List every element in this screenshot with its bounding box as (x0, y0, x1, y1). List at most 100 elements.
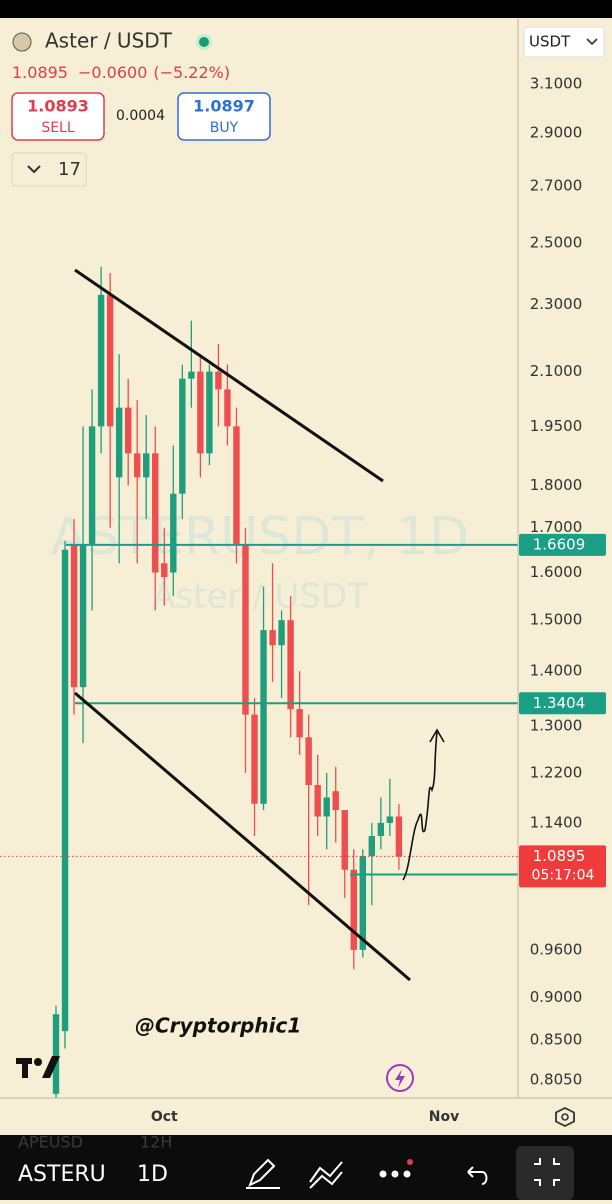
tv-logo (16, 1056, 60, 1078)
countdown: 05:17:04 (532, 867, 595, 883)
trend-line (74, 268, 384, 483)
status-strip (0, 0, 612, 18)
candle-body (161, 563, 168, 578)
candle-body (269, 630, 276, 646)
candle-body (124, 407, 132, 454)
candle-body (70, 545, 78, 688)
status-dot (199, 37, 209, 47)
lightning-icon (395, 1069, 405, 1088)
symbol[interactable]: Aster / USDT (45, 29, 173, 53)
spread: 0.0004 (116, 108, 165, 124)
buy-button[interactable] (177, 92, 271, 141)
y-tick-label: 1.3000 (530, 716, 583, 734)
indicator-count: 17 (58, 159, 81, 180)
y-tick-label: 2.7000 (530, 176, 583, 194)
y-tick-label: 1.4000 (530, 662, 583, 680)
candle-body (332, 791, 339, 811)
y-tick-label: 1.8000 (530, 476, 583, 494)
more-menu[interactable] (379, 1159, 414, 1178)
candle-body (350, 869, 357, 950)
watermark: ASTERUSDT, 1D (51, 507, 469, 567)
currency-select[interactable] (523, 26, 605, 58)
level-label: 1.3404 (533, 694, 586, 712)
candle-body (143, 453, 150, 478)
candle-body (296, 709, 303, 738)
candle-body (106, 294, 114, 427)
currency: USDT (529, 33, 571, 51)
plot (0, 266, 518, 1098)
x-tick-label: Nov (429, 1109, 459, 1125)
symbol-icon (12, 32, 32, 52)
indicator-toggle[interactable] (11, 152, 87, 187)
behind-interval: 12H (140, 1133, 172, 1152)
y-tick-label: 2.5000 (530, 233, 583, 251)
draw-tool[interactable] (246, 1158, 280, 1189)
toolbar (0, 1135, 612, 1200)
change-pct: (−5.22%) (153, 63, 230, 82)
candle-body (224, 389, 231, 427)
y-tick-label: 3.1000 (530, 74, 583, 92)
buy-label: BUY (210, 120, 239, 136)
candle-body (260, 630, 267, 804)
fullscreen[interactable] (534, 1158, 560, 1186)
candle-body (341, 810, 348, 870)
indicators-tool[interactable] (309, 1161, 343, 1189)
candle-body (215, 371, 222, 390)
candle-body (197, 371, 204, 454)
price: 1.0895 (12, 63, 68, 82)
candle-body (368, 836, 376, 857)
y-tick-label: 0.8050 (530, 1070, 583, 1088)
sell-button[interactable] (11, 92, 105, 141)
candle-body (134, 453, 141, 478)
author-annotation: @Cryptorphic1 (135, 1014, 301, 1038)
candle-body (88, 426, 96, 546)
settings-icon[interactable] (555, 1106, 575, 1128)
fullscreen-bg (516, 1146, 574, 1200)
price-axis: 3.1000 2.9000 2.7000 2.5000 2.3000 2.1000 1.95… (519, 74, 606, 1088)
candle-body (242, 545, 249, 715)
candle-body (170, 493, 177, 573)
candle-body (115, 407, 123, 478)
y-tick-label: 2.9000 (530, 124, 583, 142)
candle-body (377, 822, 385, 837)
candle-body (52, 1014, 60, 1094)
level-label-bg (519, 692, 606, 715)
candle-body (359, 856, 366, 950)
candle-body (79, 545, 87, 688)
y-tick-label: 0.9600 (530, 940, 583, 958)
price-line: 1.0895 −0.0600 (−5.22%) (12, 63, 230, 82)
y-tick-label: 1.2200 (530, 763, 583, 781)
toolbar-interval[interactable]: 1D (137, 1162, 168, 1187)
sell-price: 1.0893 (27, 97, 89, 116)
candle-body (323, 797, 330, 817)
candle-body (314, 785, 321, 817)
lightning-button[interactable] (386, 1064, 414, 1092)
x-tick-label: Oct (151, 1109, 178, 1125)
candle-body (386, 816, 394, 823)
undo[interactable] (467, 1166, 488, 1185)
candle-body (152, 453, 159, 573)
time-axis: Oct Nov (151, 1109, 459, 1125)
toolbar-symbol[interactable]: ASTERU (18, 1162, 106, 1187)
currency-caret (586, 38, 598, 46)
candle-body (233, 426, 240, 546)
candle-body (61, 549, 69, 1032)
y-tick-label: 0.9000 (530, 988, 583, 1006)
chevron (27, 165, 41, 174)
y-tick-label: 2.3000 (530, 295, 583, 313)
change: −0.0600 (78, 63, 147, 82)
last-price-bg (519, 845, 606, 888)
buy-price: 1.0897 (193, 97, 255, 116)
candle-body (278, 620, 285, 646)
candle-body (179, 378, 186, 494)
candle-body (287, 620, 294, 710)
candle-body (251, 714, 258, 804)
y-tick-label: 2.1000 (530, 362, 583, 380)
candle-body (206, 371, 213, 454)
sell-label: SELL (41, 120, 75, 136)
y-tick-label: 0.8500 (530, 1030, 583, 1048)
level-label: 1.6609 (533, 535, 586, 553)
last-price-label: 1.0895 (533, 847, 586, 865)
